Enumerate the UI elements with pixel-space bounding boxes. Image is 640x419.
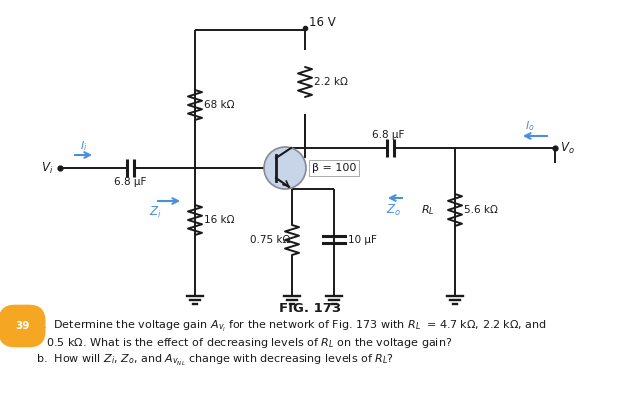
Text: 6.8 μF: 6.8 μF: [372, 130, 404, 140]
Text: $V_o$: $V_o$: [560, 140, 575, 155]
Text: 0.5 k$\Omega$. What is the effect of decreasing levels of $R_L$ on the voltage g: 0.5 k$\Omega$. What is the effect of dec…: [46, 336, 452, 350]
Text: $I_i$: $I_i$: [80, 139, 88, 153]
Text: 6.8 μF: 6.8 μF: [114, 177, 146, 187]
Text: $Z_i$: $Z_i$: [148, 204, 161, 220]
Text: FIG. 173: FIG. 173: [279, 302, 341, 315]
Text: 68 kΩ: 68 kΩ: [204, 100, 234, 110]
Circle shape: [264, 147, 306, 189]
Text: 39: 39: [15, 321, 29, 331]
Text: 0.75 kΩ: 0.75 kΩ: [250, 235, 291, 245]
Text: 10 μF: 10 μF: [348, 235, 377, 245]
Text: b.  How will $Z_i$, $Z_o$, and $A_{v_{NL}}$ change with decreasing levels of $R_: b. How will $Z_i$, $Z_o$, and $A_{v_{NL}…: [36, 352, 394, 367]
Text: 5.6 kΩ: 5.6 kΩ: [464, 205, 498, 215]
Text: 16 kΩ: 16 kΩ: [204, 215, 234, 225]
Text: β = 100: β = 100: [312, 163, 356, 173]
Text: $I_o$: $I_o$: [525, 119, 535, 133]
Text: 16 V: 16 V: [309, 16, 336, 28]
Text: $Z_o$: $Z_o$: [385, 202, 401, 217]
Text: a.  Determine the voltage gain $A_{v_l}$ for the network of Fig. 173 with $R_L$ : a. Determine the voltage gain $A_{v_l}$ …: [36, 318, 547, 334]
Text: $V_i$: $V_i$: [41, 160, 53, 176]
Text: $R_L$: $R_L$: [421, 203, 435, 217]
Text: 2.2 kΩ: 2.2 kΩ: [314, 77, 348, 87]
